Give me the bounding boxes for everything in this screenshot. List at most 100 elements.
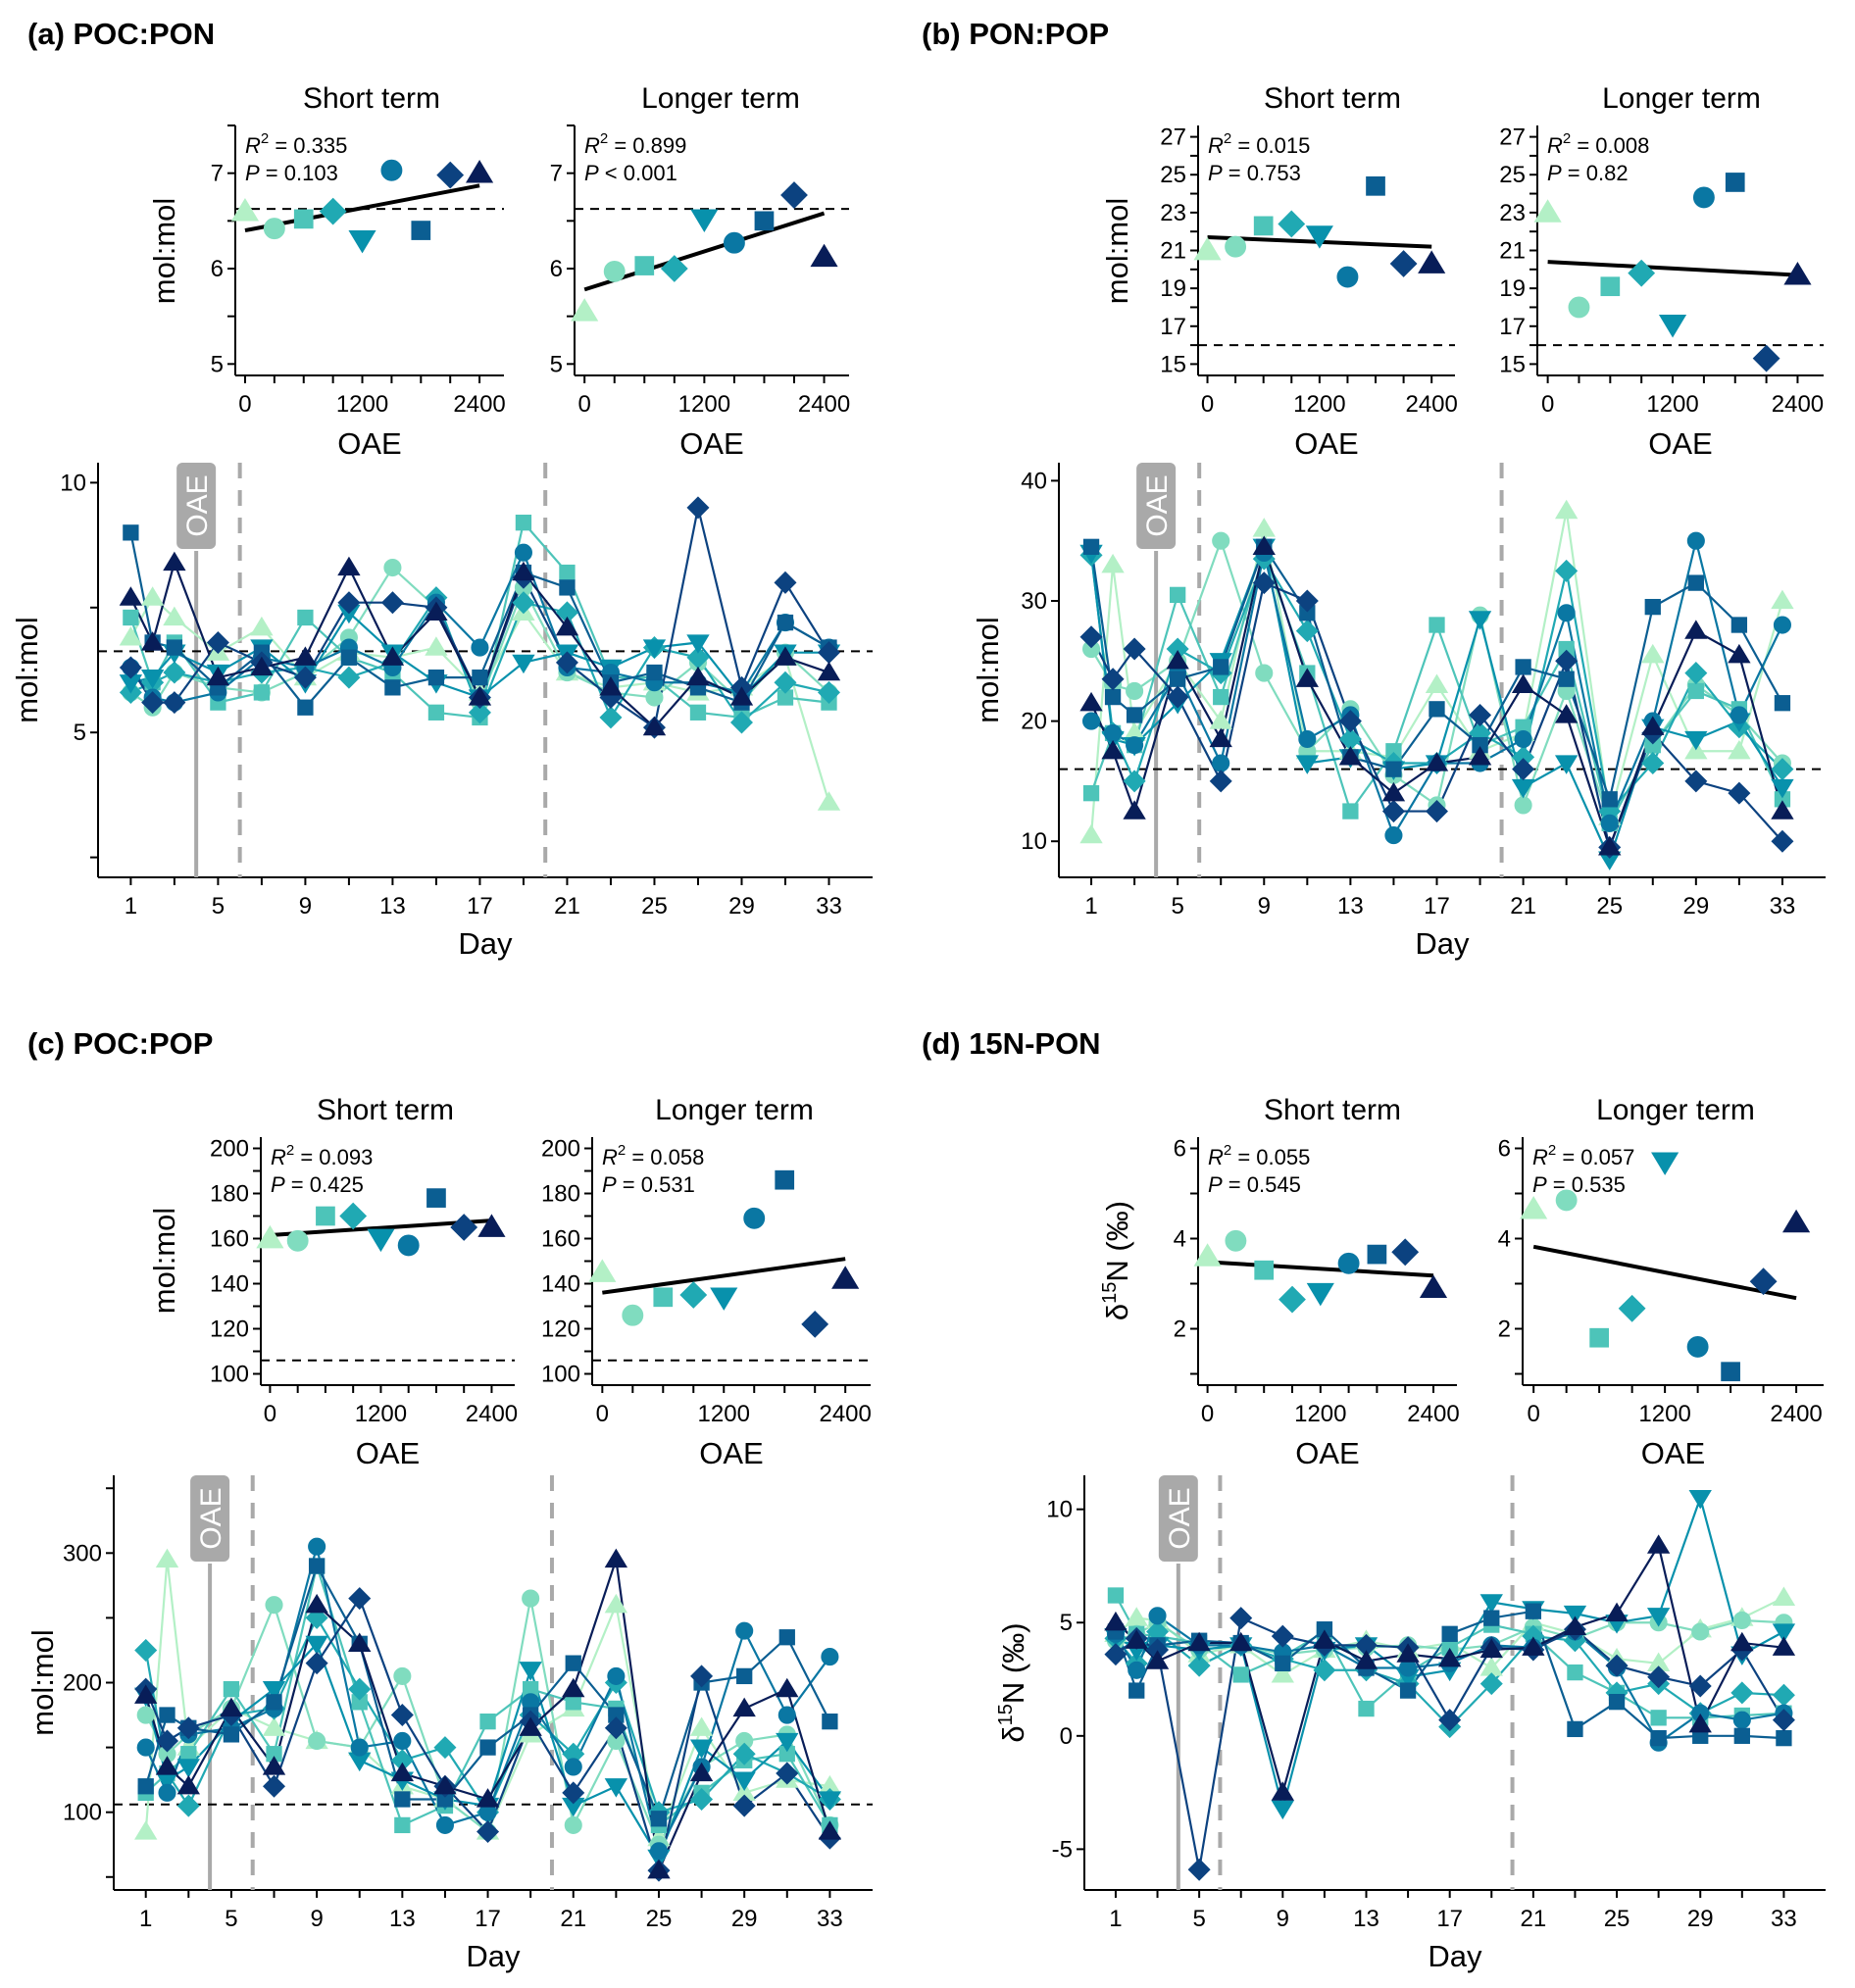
data-point-oae-1200: [776, 1732, 799, 1753]
data-point-oae-2400: [390, 1762, 415, 1782]
x-tick-label: 21: [1510, 893, 1536, 919]
x-axis-title: OAE: [1648, 426, 1712, 461]
data-point: [466, 160, 494, 183]
data-point: [1419, 1274, 1448, 1298]
data-point-oae-2400: [1605, 1602, 1629, 1622]
data-point-oae-2100: [604, 1716, 627, 1740]
data-point-oae-300: [308, 1731, 326, 1751]
data-point-oae-0: [250, 616, 274, 636]
panel-d-longer-title: Longer term: [1596, 1094, 1755, 1126]
y-tick-label: 2: [1498, 1317, 1511, 1343]
data-point-oae-1200: [1563, 1605, 1587, 1625]
data-point-oae-1800: [822, 1714, 838, 1730]
data-point-oae-2400: [1688, 1713, 1712, 1733]
data-point: [1225, 1229, 1247, 1252]
data-point-oae-2400: [305, 1593, 328, 1614]
x-axis-title: OAE: [1295, 1436, 1359, 1470]
y-tick-label: 30: [1021, 588, 1047, 615]
data-point: [1600, 276, 1621, 297]
data-point-oae-300: [1126, 681, 1144, 701]
data-point: [477, 1214, 506, 1237]
data-point-oae-900: [732, 1742, 756, 1765]
data-point-oae-1200: [262, 1680, 286, 1701]
data-point-oae-0: [1771, 589, 1794, 610]
x-tick-label: 9: [1258, 893, 1271, 919]
data-point-oae-1200: [1271, 1800, 1294, 1820]
data-point: [743, 1207, 766, 1229]
y-tick-label: 25: [1160, 162, 1186, 188]
data-point-oae-0: [262, 1716, 286, 1736]
data-point: [780, 181, 808, 209]
data-point-oae-1800: [1733, 1727, 1750, 1744]
panel-b-longer-title: Longer term: [1602, 82, 1761, 115]
data-point-oae-0: [155, 1548, 179, 1568]
data-point-oae-2400: [337, 556, 361, 576]
r-squared-label: R2 = 0.015: [1208, 130, 1310, 158]
data-point-oae-1800: [340, 649, 358, 666]
data-point: [450, 1214, 478, 1241]
y-tick-label: 6: [1498, 1136, 1511, 1163]
data-point-oae-900: [1730, 1681, 1754, 1705]
data-point-oae-2400: [1772, 1636, 1796, 1656]
y-tick-label: 10: [1046, 1497, 1073, 1523]
data-point-oae-1800: [1385, 761, 1402, 777]
data-point-oae-1500: [607, 1666, 626, 1685]
data-point-oae-2400: [250, 656, 274, 676]
data-point-oae-2100: [1252, 572, 1276, 595]
data-point-oae-1800: [427, 669, 445, 686]
data-point-oae-1800: [223, 1726, 240, 1743]
data-point-oae-2400: [1437, 1647, 1462, 1667]
panel-a-label: (a) POC:PON: [27, 17, 215, 51]
data-point-oae-1800: [1082, 538, 1100, 555]
data-point-oae-900: [774, 671, 797, 694]
x-tick-label: 1: [125, 893, 137, 919]
data-point: [426, 1188, 446, 1208]
x-tick-label: 1200: [698, 1401, 750, 1427]
data-point-oae-1200: [1468, 611, 1492, 630]
x-axis-title: OAE: [337, 426, 401, 461]
data-point-oae-2400: [163, 551, 186, 572]
p-value-label: P = 0.425: [271, 1172, 364, 1197]
y-tick-label: 15: [1160, 351, 1186, 377]
data-point-oae-1800: [159, 1707, 175, 1723]
x-tick-label: 0: [1201, 391, 1214, 418]
x-tick-label: 2400: [1770, 1401, 1822, 1427]
y-tick-label: 120: [541, 1317, 580, 1343]
data-point-oae-1800: [1774, 695, 1791, 712]
data-point-oae-2100: [1684, 770, 1708, 793]
data-point-oae-0: [1271, 1664, 1294, 1683]
data-point-oae-2400: [1354, 1650, 1379, 1669]
data-point: [660, 255, 688, 282]
panel-b-longer-scatter: 15 17 19 21 23 25 27 0 1200 2400 OAE R2 = 0.008 P = …: [1499, 124, 1824, 461]
data-point-oae-1500: [777, 1706, 796, 1724]
data-point-oae-900: [176, 1794, 200, 1817]
data-point-oae-2400: [1079, 691, 1103, 712]
data-point-oae-2400: [817, 661, 841, 681]
panel-b-short-scatter: 15 17 19 21 23 25 27 0 1200 2400 OAE R2 = 0.015 P = …: [1160, 124, 1458, 461]
y-tick-label: 21: [1160, 238, 1186, 265]
data-point-oae-0: [134, 1820, 158, 1840]
data-point-oae-1200: [604, 1778, 628, 1798]
data-point: [1628, 259, 1656, 287]
data-point-oae-1500: [1600, 814, 1619, 832]
data-point-oae-2100: [690, 1665, 714, 1688]
data-point: [588, 1259, 617, 1282]
data-point-oae-600: [394, 1816, 411, 1834]
data-point-oae-2400: [1563, 1615, 1587, 1636]
data-point-oae-900: [599, 706, 623, 729]
data-point-oae-1200: [305, 1635, 328, 1656]
data-point-oae-2400: [206, 666, 230, 686]
x-tick-label: 2400: [1407, 1401, 1459, 1427]
data-point-oae-600: [1170, 586, 1186, 604]
data-point: [1337, 1252, 1360, 1274]
data-point-oae-1500: [821, 1648, 839, 1666]
data-point-oae-1500: [1730, 706, 1748, 724]
data-point-oae-2400: [1554, 704, 1579, 723]
data-point-oae-2400: [647, 1859, 671, 1879]
x-tick-label: 21: [1521, 1906, 1547, 1932]
data-point-oae-2100: [476, 1820, 500, 1844]
data-point-oae-300: [265, 1596, 283, 1615]
data-point-oae-2400: [1271, 1781, 1294, 1801]
p-value-label: P = 0.535: [1532, 1172, 1626, 1197]
data-point-oae-1500: [1298, 729, 1317, 749]
